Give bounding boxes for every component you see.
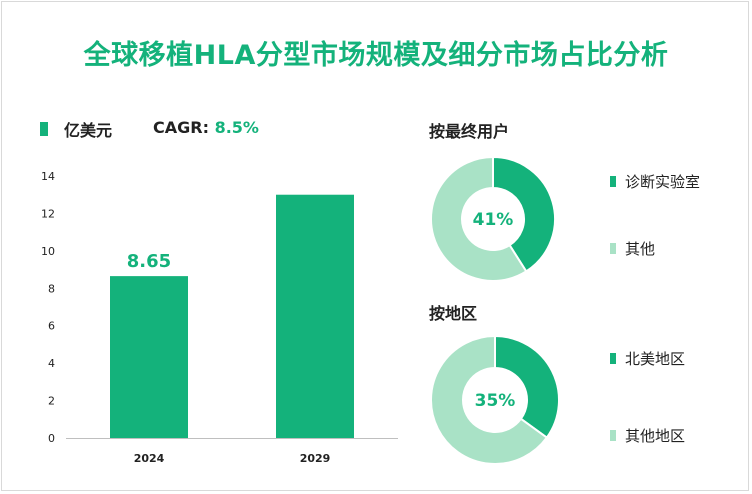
- cagr-value: 8.5%: [214, 118, 259, 137]
- bar-2029: [276, 194, 354, 438]
- donut-1-legend-item-1: 诊断实验室: [610, 171, 700, 192]
- donut-1-slice-2: [430, 155, 528, 282]
- legend-swatch: [40, 122, 48, 136]
- x-tick-label: 2024: [134, 452, 165, 465]
- donut-2-legend-item-2: 其他地区: [610, 425, 685, 446]
- donut-2-title: 按地区: [429, 304, 478, 323]
- donut-2-legend-item-1: 北美地区: [610, 348, 685, 369]
- legend-label: 诊断实验室: [625, 173, 701, 191]
- legend-swatch: [610, 353, 616, 364]
- x-tick-label: 2029: [300, 452, 331, 465]
- bar-legend: 亿美元: [40, 118, 112, 140]
- data-label: 8.65: [127, 251, 171, 272]
- cagr-label: CAGR:: [153, 118, 209, 137]
- chart-title: 全球移植HLA分型市场规模及细分市场占比分析: [83, 40, 669, 71]
- donut-1-slice-1: [492, 155, 556, 273]
- y-tick-label: 6: [48, 320, 55, 333]
- donut-1-legend-item-2: 其他: [610, 238, 655, 259]
- legend-label: 北美地区: [625, 350, 686, 368]
- donut-2-slice-1: [494, 334, 560, 440]
- legend-label: 其他: [625, 240, 656, 258]
- y-tick-label: 14: [41, 170, 55, 183]
- y-tick-label: 2: [48, 395, 55, 408]
- legend-swatch: [610, 243, 616, 254]
- legend-swatch: [610, 176, 616, 187]
- bar-2024: [110, 276, 188, 438]
- y-tick-label: 8: [48, 282, 55, 295]
- legend-label: 亿美元: [64, 121, 113, 140]
- y-tick-label: 10: [41, 245, 55, 258]
- donut-2-slice-2: [430, 334, 549, 465]
- donut-2-center-label: 35%: [475, 391, 516, 411]
- cagr-annotation: CAGR: 8.5%: [153, 118, 259, 137]
- y-tick-label: 12: [41, 207, 55, 220]
- y-tick-label: 4: [48, 357, 55, 370]
- legend-label: 其他地区: [625, 427, 686, 445]
- donut-1-title: 按最终用户: [429, 122, 510, 141]
- y-tick-label: 0: [48, 432, 55, 445]
- legend-swatch: [610, 430, 616, 441]
- donut-1-center-label: 41%: [473, 210, 514, 230]
